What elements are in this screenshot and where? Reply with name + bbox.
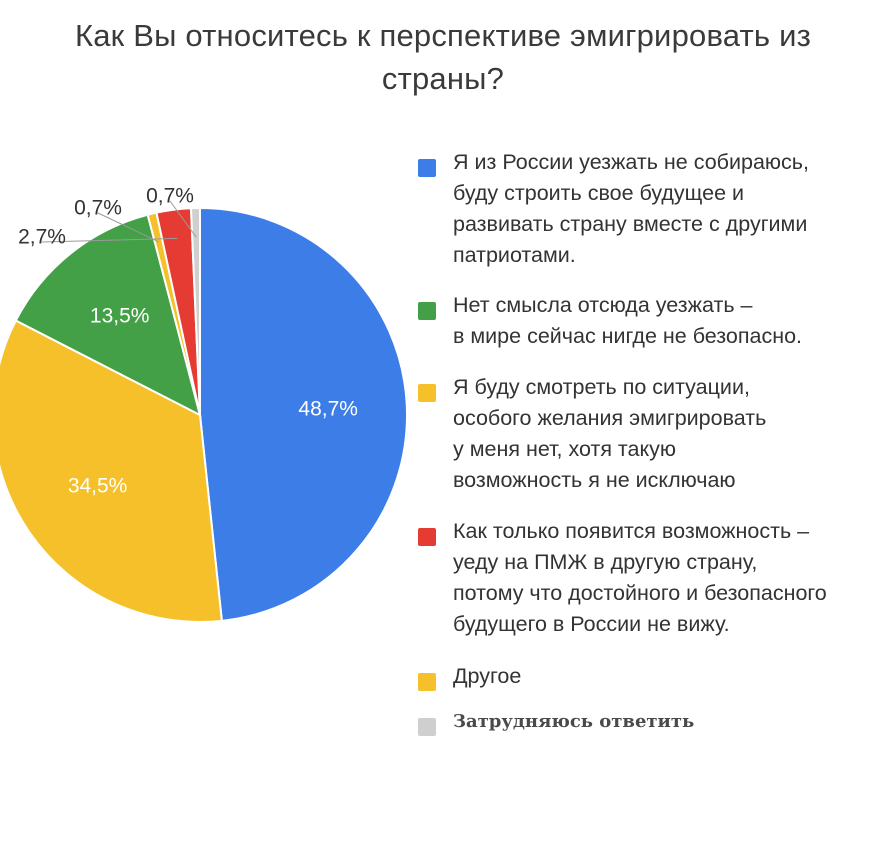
legend-item-2: Нет смысла отсюда уезжать – в мире сейчас… <box>416 290 881 352</box>
legend-swatch-4 <box>418 528 436 546</box>
legend-label-3: Я буду смотреть по ситуации, особого жела… <box>453 372 881 496</box>
legend-line: патриотами. <box>453 243 576 267</box>
legend-line: Нет смысла отсюда уезжать – <box>453 293 753 317</box>
legend-line: особого желания эмигрировать <box>453 406 767 430</box>
legend-label-4: Как только появится возможность – уеду на… <box>453 516 881 640</box>
legend-line: Как только появится возможность – <box>453 519 810 543</box>
legend-swatch-6 <box>418 718 436 736</box>
leader-line-5 <box>41 237 178 243</box>
leader-line-6 <box>169 200 197 238</box>
legend-line: Затрудняюсь ответить <box>453 711 695 732</box>
slice-label-3: 13,5% <box>90 304 150 327</box>
legend-swatch-5 <box>418 673 436 691</box>
pie-slice-3 <box>14 213 202 417</box>
legend-label-2: Нет смысла отсюда уезжать – в мире сейчас… <box>453 290 881 352</box>
legend-line: Другое <box>453 664 522 688</box>
legend-item-1: Я из России уезжать не собираюсь, буду ст… <box>416 147 881 271</box>
legend-line: возможность я не исключаю <box>453 468 736 492</box>
legend-label-6: Затрудняюсь ответить <box>453 706 881 737</box>
legend-item-6: Затрудняюсь ответить <box>416 706 881 737</box>
legend-swatch-2 <box>418 302 436 320</box>
slice-label-2: 34,5% <box>68 475 128 498</box>
legend-swatch-3 <box>418 384 436 402</box>
legend-line: будущего в России не вижу. <box>453 612 730 636</box>
chart-title-line-2: страны? <box>381 61 505 96</box>
pie-slice-1 <box>199 206 408 622</box>
legend-line: в мире сейчас нигде не безопасно. <box>453 324 802 348</box>
legend-item-3: Я буду смотреть по ситуации, особого жела… <box>416 372 881 496</box>
legend-line: у меня нет, хотя такую <box>453 437 677 461</box>
leader-line-4 <box>97 212 159 243</box>
chart-legend: Я из России уезжать не собираюсь, буду ст… <box>416 147 881 737</box>
chart-title: Как Вы относитесь к перспективе эмигриро… <box>0 14 886 100</box>
slice-label-6: 0,7% <box>146 184 194 207</box>
legend-item-5: Другое <box>416 661 881 692</box>
legend-line: Я из России уезжать не собираюсь, <box>453 150 809 174</box>
legend-label-1: Я из России уезжать не собираюсь, буду ст… <box>453 147 881 271</box>
legend-line: развивать страну вместе с другими <box>453 212 808 236</box>
legend-line: уеду на ПМЖ в другую страну, <box>453 550 758 574</box>
pie-slice-6 <box>189 206 201 416</box>
legend-swatch-1 <box>418 159 436 177</box>
slice-label-1: 48,7% <box>298 398 358 421</box>
legend-line: буду строить свое будущее и <box>453 181 745 205</box>
slice-label-5: 2,7% <box>18 225 66 248</box>
legend-label-5: Другое <box>453 661 881 692</box>
slice-label-4: 0,7% <box>74 196 122 219</box>
legend-line: Я буду смотреть по ситуации, <box>453 375 750 399</box>
legend-line: потому что достойного и безопасного <box>453 581 827 605</box>
pie-slice-2 <box>0 319 223 623</box>
chart-title-line-1: Как Вы относитесь к перспективе эмигриро… <box>74 18 812 53</box>
legend-item-4: Как только появится возможность – уеду на… <box>416 516 881 640</box>
